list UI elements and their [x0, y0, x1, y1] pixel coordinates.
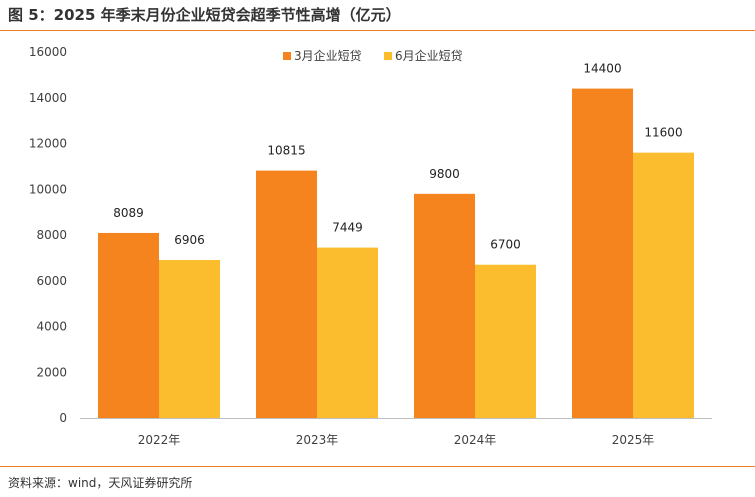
- bar-march-3: [572, 88, 633, 418]
- bar-june-1: [317, 247, 378, 418]
- data-label: 8089: [113, 206, 144, 220]
- bar-june-3: [633, 152, 694, 418]
- data-label: 10815: [267, 144, 305, 158]
- y-tick-label: 12000: [29, 137, 67, 151]
- legend-swatch: [384, 52, 392, 60]
- bar-march-0: [98, 232, 159, 418]
- bar-june-2: [475, 264, 536, 418]
- data-label: 7449: [332, 221, 363, 235]
- source-note: 资料来源：wind，天风证券研究所: [8, 476, 193, 490]
- top-rule: [0, 30, 755, 31]
- x-tick-label: 2024年: [454, 433, 497, 447]
- bar-march-2: [414, 193, 475, 418]
- bar-march-1: [256, 170, 317, 418]
- y-tick-label: 2000: [36, 365, 67, 379]
- y-tick-label: 4000: [36, 320, 67, 334]
- legend: 3月企业短贷 6月企业短贷: [283, 48, 463, 63]
- legend-swatch: [283, 52, 291, 60]
- data-label: 6906: [174, 233, 205, 247]
- legend-label: 3月企业短贷: [294, 48, 362, 63]
- bars: [98, 88, 694, 418]
- data-label: 11600: [644, 126, 682, 140]
- y-tick-label: 6000: [36, 274, 67, 288]
- legend-label: 6月企业短贷: [395, 48, 463, 63]
- x-tick-label: 2025年: [612, 433, 655, 447]
- y-tick-label: 14000: [29, 91, 67, 105]
- y-tick-label: 16000: [29, 45, 67, 59]
- data-label: 14400: [583, 62, 621, 76]
- x-axis: 2022年 2023年 2024年 2025年: [80, 418, 712, 447]
- x-tick-label: 2022年: [138, 433, 181, 447]
- y-tick-label: 10000: [29, 182, 67, 196]
- bar-chart: 0 2000 4000 6000 8000 10000 12000 14000 16000 20…: [29, 45, 712, 447]
- bottom-rule: [0, 466, 755, 467]
- y-tick-label: 0: [59, 411, 67, 425]
- y-tick-label: 8000: [36, 228, 67, 242]
- data-label: 6700: [490, 238, 521, 252]
- y-axis: 0 2000 4000 6000 8000 10000 12000 14000 16000: [29, 45, 67, 425]
- x-tick-label: 2023年: [296, 433, 339, 447]
- data-label: 9800: [429, 167, 460, 181]
- bar-june-0: [159, 260, 220, 418]
- data-labels: 8089 6906 10815 7449 9800 6700 14400 11600: [113, 62, 682, 252]
- figure-title: 图 5：2025 年季末月份企业短贷会超季节性高增（亿元）: [8, 6, 401, 24]
